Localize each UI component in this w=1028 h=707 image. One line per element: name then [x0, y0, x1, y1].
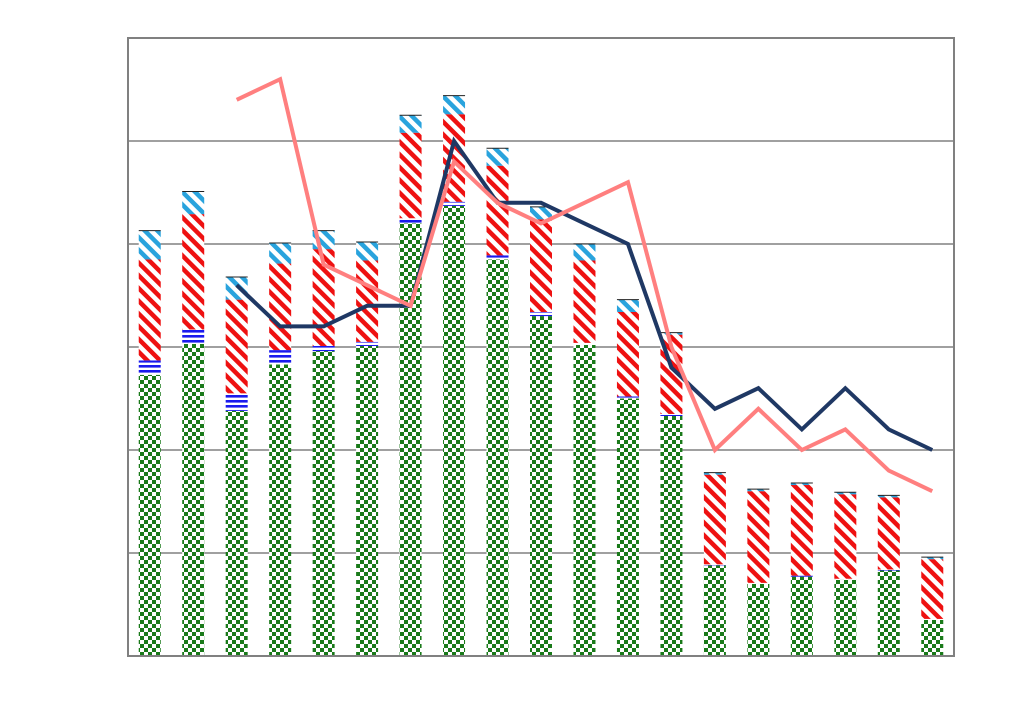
bar-segment-cyan — [790, 482, 813, 486]
bar-segment-green — [877, 570, 900, 656]
bar-segment-cyan — [399, 115, 422, 133]
bar-segment-blue — [486, 255, 509, 260]
bar-segment-cyan — [530, 206, 552, 220]
plot-border — [127, 37, 955, 657]
bar-segment-green — [182, 343, 205, 656]
bar-segment-red — [834, 494, 857, 579]
bar-segment-blue — [356, 341, 379, 346]
bar-segment-blue — [269, 350, 292, 365]
bar-segment-green — [225, 410, 248, 656]
bar-segment-blue — [443, 201, 466, 206]
bar-segment-green — [747, 583, 770, 656]
line-series-pink — [235, 76, 934, 494]
bar-segment-green — [530, 316, 552, 656]
bar-segment-green — [834, 579, 857, 656]
bar-segment-blue — [703, 564, 726, 566]
bar-segment-cyan — [486, 148, 509, 166]
bar-segment-cyan — [616, 299, 639, 312]
bar-segment-blue — [182, 329, 205, 344]
bar-segment-blue — [834, 578, 857, 580]
bar-segment-cyan — [573, 244, 596, 261]
bar-segment-cyan — [182, 191, 205, 215]
bar-segment-blue — [747, 582, 770, 584]
bar-segment-red — [703, 474, 726, 565]
bar-segment-blue — [530, 311, 552, 317]
bar-segment-green — [921, 619, 944, 656]
bar-segment-cyan — [921, 557, 944, 560]
bar-segment-cyan — [877, 495, 900, 498]
bar-segment-cyan — [660, 332, 683, 335]
bar-segment-blue — [616, 396, 639, 399]
bar-segment-blue — [573, 342, 596, 345]
bar-segment-cyan — [703, 472, 726, 475]
bar-segment-green — [269, 364, 292, 656]
bar-segment-red — [269, 263, 292, 351]
bar-segment-green — [486, 259, 509, 656]
bar-segment-red — [182, 214, 205, 330]
bar-segment-green — [660, 416, 683, 656]
bar-segment-red — [356, 260, 379, 342]
bar-segment-green — [573, 344, 596, 656]
bar-segment-blue — [399, 218, 422, 224]
bar-segment-green — [356, 345, 379, 656]
bar-segment-red — [225, 299, 248, 394]
bar-segment-cyan — [225, 276, 248, 300]
bar-segment-red — [921, 559, 944, 619]
bar-segment-cyan — [747, 489, 770, 492]
bar-segment-red — [399, 132, 422, 219]
bar-segment-cyan — [443, 95, 466, 115]
bar-segment-red — [138, 259, 161, 361]
bar-segment-green — [312, 351, 335, 656]
bar-segment-cyan — [356, 241, 379, 261]
bar-segment-green — [616, 398, 639, 656]
bar-segment-green — [443, 205, 466, 656]
lines — [235, 76, 934, 494]
bar-segment-red — [747, 491, 770, 583]
bar-segment-green — [790, 576, 813, 656]
bar-segment-blue — [921, 618, 944, 620]
bar-segment-blue — [877, 569, 900, 571]
line-series-navy — [235, 136, 934, 452]
bar-segment-cyan — [138, 230, 161, 260]
bar-segment-blue — [225, 393, 248, 411]
bar-segment-green — [399, 223, 422, 656]
bar-segment-red — [790, 485, 813, 576]
bar-segment-blue — [138, 360, 161, 375]
bar-segment-red — [573, 260, 596, 343]
bar-segment-green — [138, 374, 161, 656]
bar-segment-red — [530, 219, 552, 312]
bar-segment-blue — [660, 413, 683, 417]
bar-segment-cyan — [269, 242, 292, 264]
bar-segment-blue — [790, 575, 813, 577]
bar-segment-cyan — [834, 492, 857, 495]
bar-segment-red — [616, 311, 639, 397]
bar-segment-blue — [312, 345, 335, 352]
bars — [138, 95, 944, 656]
bar-segment-red — [877, 497, 900, 570]
bar-segment-red — [486, 165, 509, 256]
bar-segment-green — [703, 565, 726, 656]
